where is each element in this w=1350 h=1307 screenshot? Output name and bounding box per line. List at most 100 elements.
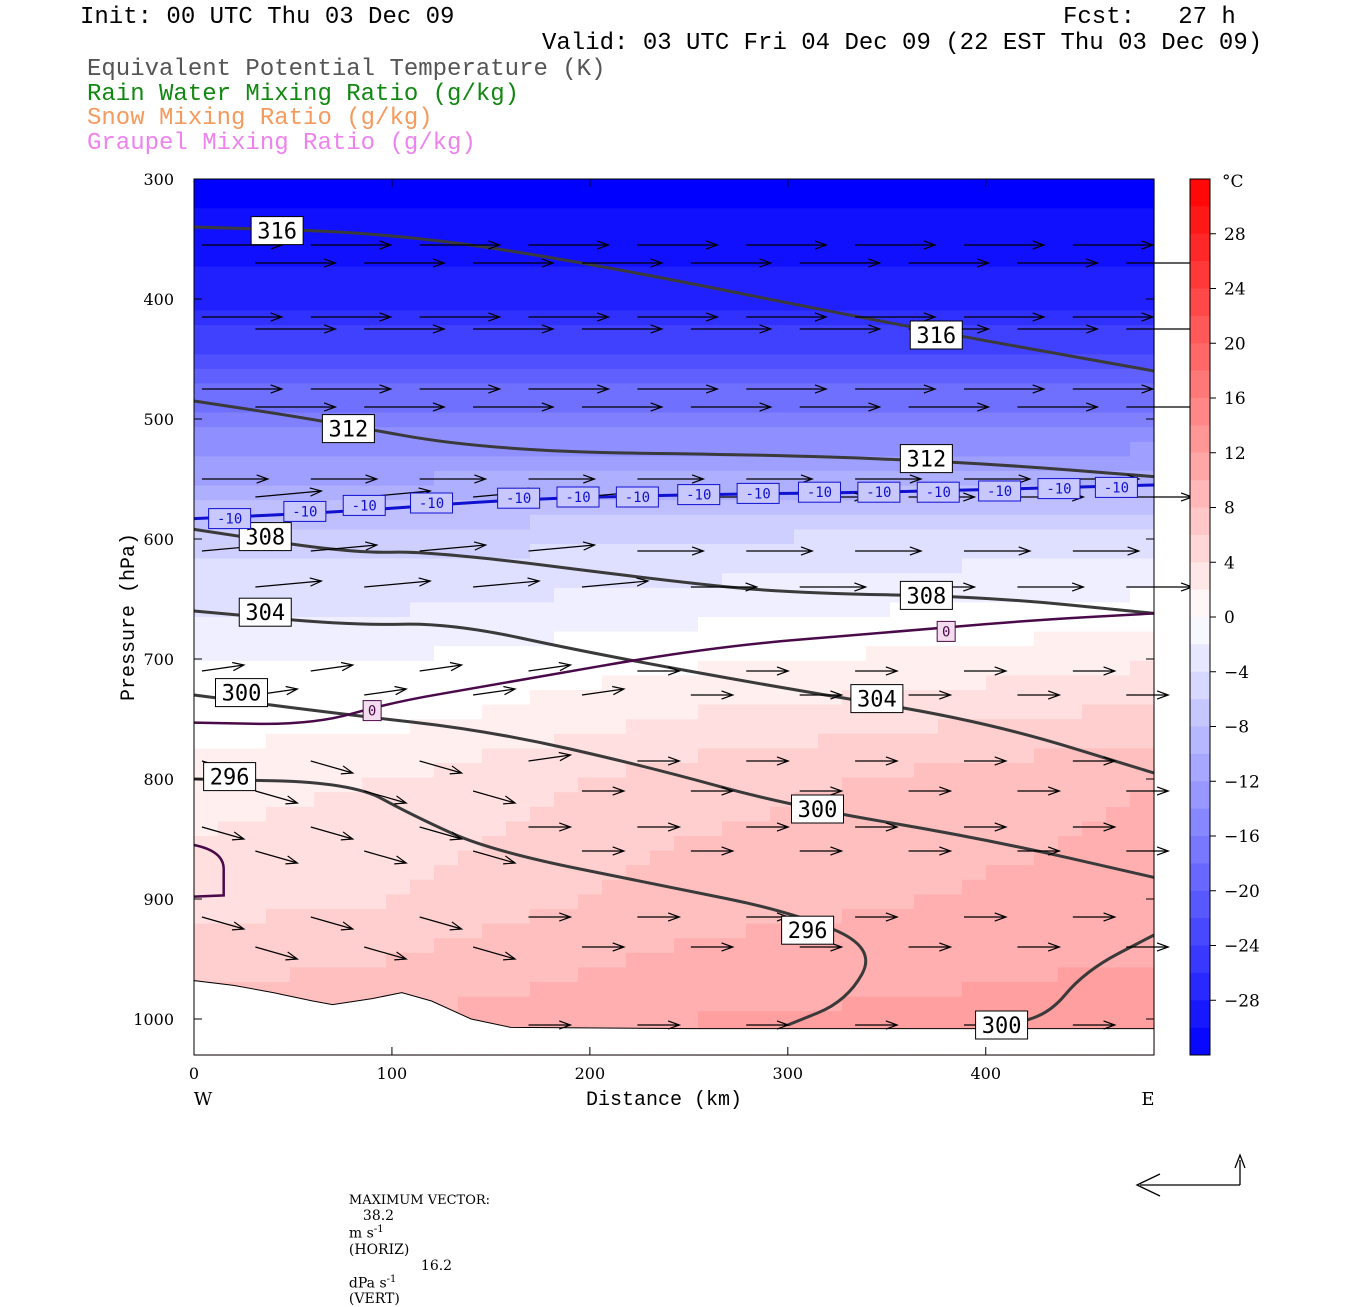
temp-cell: [386, 383, 411, 399]
temp-cell: [218, 938, 243, 954]
temp-cell: [578, 733, 603, 749]
temp-cell: [530, 427, 555, 443]
temp-cell: [386, 412, 411, 428]
temp-cell: [746, 310, 771, 326]
colorbar-band: [1190, 890, 1210, 919]
temp-cell: [962, 967, 987, 983]
temp-cell: [410, 792, 435, 808]
temp-cell: [362, 967, 387, 983]
temp-cell: [698, 938, 723, 954]
temp-cell: [434, 281, 459, 297]
temp-cell: [554, 952, 579, 968]
temp-cell: [962, 938, 987, 954]
temp-cell: [818, 193, 843, 209]
temp-cell: [698, 719, 723, 735]
temp-cell: [386, 281, 411, 297]
theta-e-label-box: [781, 915, 835, 945]
temp-cell: [650, 996, 675, 1012]
temp-cell: [794, 719, 819, 735]
temp-cell: [602, 383, 627, 399]
temp-cell: [602, 281, 627, 297]
temp-cell: [434, 295, 459, 311]
temp-cell: [770, 310, 795, 326]
temp-cell: [722, 529, 747, 545]
max-vert-value: 16.2: [420, 1257, 453, 1274]
wind-vector: [364, 790, 408, 805]
temp-cell: [818, 996, 843, 1012]
temp-cell: [1010, 996, 1035, 1012]
wind-vector: [637, 756, 682, 766]
temp-cell: [890, 792, 915, 808]
temp-cell: [506, 763, 531, 779]
temp-cell: [362, 675, 387, 691]
temp-cell: [890, 398, 915, 414]
temp-cell: [650, 368, 675, 384]
temp-cell: [986, 529, 1011, 545]
temp-cell: [602, 544, 627, 560]
temp-cell: [746, 529, 771, 545]
temp-cell: [386, 441, 411, 457]
temp-cell: [866, 500, 891, 516]
temp-cell: [962, 193, 987, 209]
temp-cell: [1034, 368, 1059, 384]
temp-cell: [650, 617, 675, 633]
temp-cell: [290, 193, 315, 209]
temp-cell: [746, 938, 771, 954]
temp-cell: [1058, 938, 1083, 954]
temp-cell: [842, 894, 867, 910]
temp-cell: [626, 675, 651, 691]
temp-cell: [818, 412, 843, 428]
temp-cell: [386, 325, 411, 341]
temp-cell: [698, 471, 723, 487]
isotherm-zero-label: 0: [368, 704, 376, 720]
temp-cell: [506, 529, 531, 545]
wind-vector: [528, 1020, 573, 1030]
temp-cell: [866, 339, 891, 355]
temp-cell: [530, 719, 555, 735]
temp-cell: [338, 865, 363, 881]
temp-cell: [458, 179, 483, 195]
wind-vector: [746, 666, 790, 676]
temp-cell: [218, 252, 243, 268]
temp-cell: [842, 1011, 867, 1027]
temp-cell: [794, 646, 819, 662]
temp-cell: [818, 266, 843, 282]
temp-cell: [554, 617, 579, 633]
wind-vector: [1126, 846, 1171, 856]
temp-cell: [602, 836, 627, 852]
theta-e-label-box: [791, 794, 845, 824]
temp-cell: [866, 763, 891, 779]
temp-cell: [242, 704, 267, 720]
wind-vector: [310, 384, 393, 394]
temp-cell: [1130, 514, 1155, 530]
temp-cell: [338, 690, 363, 706]
temp-cell: [1130, 529, 1155, 545]
temp-cell: [194, 325, 219, 341]
temp-cell: [914, 879, 939, 895]
temp-cell: [1130, 923, 1155, 939]
temp-cell: [530, 266, 555, 282]
temp-cell: [866, 879, 891, 895]
temp-cell: [1106, 617, 1131, 633]
temp-cell: [986, 982, 1011, 998]
temp-cell: [962, 675, 987, 691]
temp-cell: [530, 398, 555, 414]
temp-cell: [698, 412, 723, 428]
temp-cell: [1106, 295, 1131, 311]
temp-cell: [1082, 879, 1107, 895]
temp-cell: [1010, 500, 1035, 516]
temp-cell: [362, 368, 387, 384]
temp-cell: [626, 982, 651, 998]
temp-cell: [602, 587, 627, 603]
temp-cell: [362, 266, 387, 282]
temp-cell: [866, 865, 891, 881]
temp-cell: [530, 792, 555, 808]
wind-vector: [690, 324, 773, 334]
temp-cell: [1130, 295, 1155, 311]
temp-cell: [194, 850, 219, 866]
temp-cell: [602, 952, 627, 968]
temp-cell: [914, 952, 939, 968]
wind-vector: [472, 850, 517, 865]
temp-cell: [362, 923, 387, 939]
temp-cell: [1010, 398, 1035, 414]
